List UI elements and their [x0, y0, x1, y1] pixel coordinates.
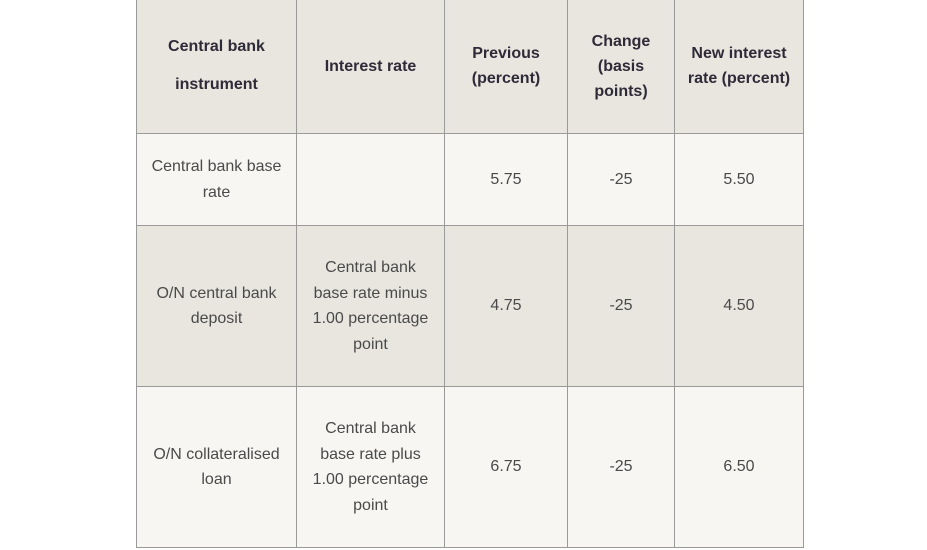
cell-change: -25 — [567, 133, 675, 226]
header-previous: Previous (percent) — [444, 0, 568, 134]
cell-new-rate: 4.50 — [674, 225, 804, 387]
table-row: O/N collateralised loan Central bank bas… — [136, 386, 804, 548]
cell-previous: 4.75 — [444, 225, 568, 387]
table-row: Central bank base rate 5.75 -25 5.50 — [136, 133, 804, 226]
cell-new-rate: 5.50 — [674, 133, 804, 226]
cell-new-rate: 6.50 — [674, 386, 804, 548]
interest-rate-table: Central bank instrument Interest rate Pr… — [136, 0, 804, 548]
header-interest-rate: Interest rate — [296, 0, 445, 134]
cell-instrument: O/N central bank deposit — [136, 225, 297, 387]
table-header-row: Central bank instrument Interest rate Pr… — [136, 0, 804, 134]
cell-instrument: O/N collateralised loan — [136, 386, 297, 548]
cell-previous: 5.75 — [444, 133, 568, 226]
header-change: Change (basis points) — [567, 0, 675, 134]
header-new-rate: New interest rate (percent) — [674, 0, 804, 134]
cell-interest-rate: Central bank base rate minus 1.00 percen… — [296, 225, 445, 387]
table-row: O/N central bank deposit Central bank ba… — [136, 225, 804, 387]
cell-change: -25 — [567, 225, 675, 387]
cell-interest-rate — [296, 133, 445, 226]
cell-interest-rate: Central bank base rate plus 1.00 percent… — [296, 386, 445, 548]
cell-previous: 6.75 — [444, 386, 568, 548]
header-instrument: Central bank instrument — [136, 0, 297, 134]
cell-instrument: Central bank base rate — [136, 133, 297, 226]
cell-change: -25 — [567, 386, 675, 548]
